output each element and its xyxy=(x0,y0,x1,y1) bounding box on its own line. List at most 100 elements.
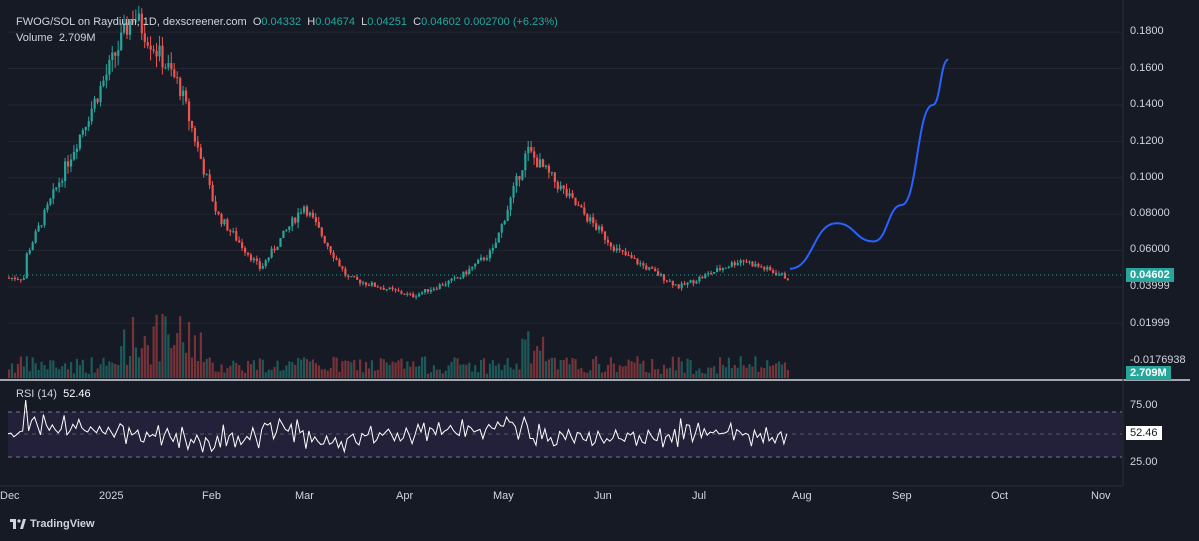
volume-bar xyxy=(114,364,117,378)
candle-body xyxy=(453,277,456,279)
volume-bar xyxy=(211,362,214,378)
candle-body xyxy=(598,226,601,230)
candle-body xyxy=(636,258,639,265)
candle-body xyxy=(547,165,551,173)
volume-bar xyxy=(515,363,518,378)
change-value: 0.002700 (+6.23%) xyxy=(463,16,558,28)
rsi-label[interactable]: RSI (14) xyxy=(16,388,57,400)
volume-bar xyxy=(627,359,630,378)
candle-body xyxy=(114,52,117,56)
volume-bar xyxy=(488,363,492,378)
candle-body xyxy=(583,207,586,215)
candle-body xyxy=(267,257,270,261)
volume-bar xyxy=(704,373,707,378)
candle-body xyxy=(87,121,90,127)
volume-bar xyxy=(580,367,583,378)
candle-body xyxy=(707,273,710,275)
time-label: Oct xyxy=(991,490,1009,502)
symbol-title[interactable]: FWOG/SOL on Raydium, 1D, dexscreener.com xyxy=(16,16,247,28)
candle-body xyxy=(350,276,353,278)
candle-body xyxy=(533,151,536,158)
volume-bar xyxy=(226,368,229,378)
volume-bar xyxy=(524,339,527,378)
candle-body xyxy=(403,293,406,295)
candle-body xyxy=(276,246,279,251)
volume-bar xyxy=(40,361,43,378)
candle-body xyxy=(600,226,604,232)
candle-body xyxy=(173,69,176,78)
volume-bar xyxy=(421,357,424,378)
candle-body xyxy=(170,63,173,70)
candle-body xyxy=(297,212,300,223)
candle-body xyxy=(102,80,105,86)
candle-body xyxy=(462,271,465,278)
volume-bar xyxy=(438,369,441,378)
candle-body xyxy=(491,248,494,251)
candle-body xyxy=(612,246,615,251)
volume-bar xyxy=(182,342,185,378)
volume-bar xyxy=(494,365,497,378)
volume-bar xyxy=(46,369,49,378)
candle-body xyxy=(760,266,763,268)
volume-bar xyxy=(356,370,359,378)
volume-bar xyxy=(385,362,388,378)
candle-body xyxy=(90,108,93,122)
candle-body xyxy=(527,147,530,154)
volume-bar xyxy=(648,372,651,378)
volume-bar xyxy=(179,316,182,378)
volume-bar xyxy=(556,369,559,378)
volume-bar xyxy=(468,362,471,378)
candle-body xyxy=(497,232,500,243)
volume-bar xyxy=(161,313,164,378)
volume-bar xyxy=(81,359,84,378)
candle-body xyxy=(577,204,580,206)
candle-body xyxy=(128,20,132,35)
volume-bar xyxy=(745,367,748,378)
volume-bar xyxy=(376,369,379,378)
volume-bar xyxy=(285,365,288,378)
candle-body xyxy=(630,255,633,258)
volume-bar xyxy=(541,336,545,378)
candle-body xyxy=(205,174,208,176)
volume-bar xyxy=(187,322,191,378)
candle-body xyxy=(485,258,489,260)
candle-body xyxy=(255,258,258,262)
volume-bar xyxy=(34,363,37,378)
volume-bar xyxy=(583,372,586,378)
volume-bar xyxy=(75,358,79,378)
volume-bar xyxy=(308,361,312,378)
candle-body xyxy=(40,225,43,227)
tradingview-logo[interactable]: TradingView xyxy=(10,518,95,530)
volume-bar xyxy=(25,356,28,378)
volume-bar xyxy=(37,369,40,378)
volume-bar xyxy=(441,373,444,378)
volume-bar xyxy=(158,361,161,378)
volume-bar xyxy=(134,347,138,378)
volume-bar xyxy=(450,361,453,378)
candle-body xyxy=(249,254,253,261)
candle-body xyxy=(25,253,28,279)
volume-bar xyxy=(609,357,612,378)
candle-body xyxy=(698,276,701,282)
candle-body xyxy=(571,193,574,198)
candle-body xyxy=(158,45,161,57)
volume-bar xyxy=(220,364,223,378)
candle-body xyxy=(477,259,480,264)
candle-body xyxy=(480,257,483,260)
candle-body xyxy=(69,159,73,167)
candle-body xyxy=(223,219,226,225)
candle-body xyxy=(99,85,102,103)
volume-bar xyxy=(683,372,686,378)
volume-bar xyxy=(677,357,680,378)
volume-bar xyxy=(689,359,692,378)
candle-body xyxy=(235,231,238,241)
candle-body xyxy=(574,197,577,205)
candle-body xyxy=(359,279,362,284)
volume-bar xyxy=(214,371,217,378)
candle-body xyxy=(391,287,394,290)
volume-bar xyxy=(397,360,400,378)
candle-body xyxy=(716,268,719,273)
candle-body xyxy=(49,198,52,205)
volume-bar xyxy=(536,346,539,378)
